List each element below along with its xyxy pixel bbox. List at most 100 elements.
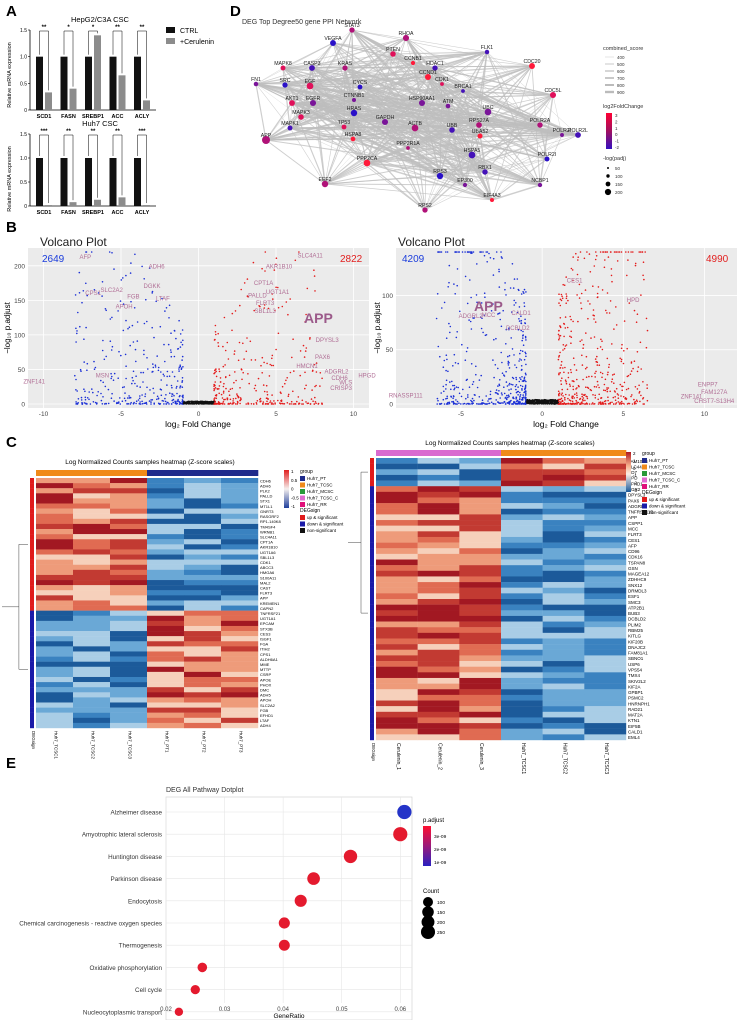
heatmap-cell: [459, 565, 502, 571]
heatmap-gene-label: VPS54: [628, 667, 643, 672]
volcano-point: [273, 400, 275, 402]
heatmap-cell: [110, 697, 148, 703]
volcano-point: [280, 400, 282, 402]
volcano-point: [143, 322, 146, 325]
volcano-point: [465, 397, 467, 400]
heatmap-cell: [584, 683, 627, 690]
heatmap-cell: [110, 585, 148, 591]
volcano-gene-label: ENPP7: [698, 383, 718, 389]
heatmap-cell: [584, 531, 627, 538]
heatmap-cell: [36, 574, 74, 581]
heatmap-cell: [584, 474, 627, 481]
network-edge: [439, 158, 548, 177]
network-node-label: CCND1: [419, 70, 437, 76]
volcano-point: [306, 402, 309, 405]
volcano-point: [269, 401, 271, 404]
volcano-point: [177, 398, 179, 401]
heatmap-cell: [584, 632, 627, 639]
network-edge: [343, 126, 368, 164]
panel-c-heatmaps: Log Normalized Counts samples heatmap (Z…: [2, 440, 686, 774]
volcano-point: [445, 388, 447, 390]
heatmap-gene-label: UGT1A1: [260, 616, 276, 621]
volcano-point: [527, 401, 530, 403]
volcano-point: [224, 376, 227, 379]
volcano-point: [77, 402, 79, 404]
volcano-point: [130, 262, 132, 264]
volcano-gene-label: PAX6: [315, 355, 331, 361]
network-legend-fc-title: log2FoldChange: [603, 104, 643, 110]
heatmap-cell: [459, 593, 502, 600]
volcano-point: [508, 382, 511, 385]
network-edge: [552, 94, 563, 136]
heatmap-gene-label: STX3B: [260, 626, 273, 631]
volcano-point: [576, 273, 579, 276]
volcano-point: [138, 402, 141, 405]
heatmap-cell: [542, 689, 585, 696]
volcano-point: [443, 301, 446, 304]
volcano-point: [601, 372, 604, 375]
network-edge: [539, 134, 563, 186]
network-edge: [324, 102, 423, 185]
heatmap-cell: [501, 632, 543, 639]
volcano-point: [492, 402, 495, 405]
volcano-point: [499, 379, 501, 381]
network-node-label: FLK1: [481, 45, 494, 51]
heatmap-gene-label: UGT1A6: [260, 550, 276, 555]
volcano-point: [144, 402, 147, 405]
volcano-point: [510, 388, 512, 390]
volcano-point: [492, 257, 495, 260]
volcano-point: [150, 399, 152, 401]
volcano-point: [181, 395, 184, 398]
heatmap-cell: [147, 641, 185, 647]
volcano-point: [236, 393, 238, 395]
volcano-point: [501, 402, 503, 404]
volcano-point: [497, 367, 499, 370]
heatmap-cell: [73, 651, 111, 657]
volcano-point: [83, 402, 86, 404]
volcano-point: [599, 346, 602, 348]
network-node: [560, 133, 564, 137]
heatmap-cell: [221, 697, 259, 703]
heatmap-cell: [73, 707, 111, 713]
heatmap-cell: [73, 580, 111, 586]
volcano-point: [471, 397, 474, 400]
volcano-point: [594, 372, 596, 375]
volcano-point: [611, 374, 614, 376]
volcano-point: [222, 401, 225, 403]
heatmap-cell: [417, 599, 460, 605]
volcano-point: [124, 353, 127, 356]
volcano-point: [142, 381, 144, 383]
volcano-point: [558, 302, 560, 304]
volcano-gene-label: DGKK: [143, 284, 160, 290]
volcano-point: [176, 380, 179, 382]
heatmap-cell: [147, 646, 185, 652]
volcano-point: [515, 391, 518, 394]
network-node: [537, 122, 543, 128]
volcano-point: [522, 337, 524, 339]
heatmap-cell: [147, 488, 185, 494]
network-node: [418, 99, 426, 107]
volcano-point: [559, 325, 561, 327]
volcano-point: [169, 392, 171, 395]
volcano-point: [457, 362, 460, 365]
heatmap-cell: [542, 508, 585, 515]
network-edge: [487, 111, 563, 136]
volcano-point: [214, 381, 216, 383]
heatmap-degsign-cell: [370, 458, 374, 464]
heatmap-gene-label: WRNB1: [260, 529, 275, 534]
network-legend-fc-value: 3: [615, 113, 618, 118]
volcano-point: [565, 276, 567, 278]
network-edge: [255, 83, 267, 141]
network-node-label: CDC20: [523, 59, 540, 65]
network-node-label: MAPK3: [292, 110, 310, 116]
volcano-point: [275, 348, 277, 351]
barchart-category-label: ACC: [112, 210, 124, 216]
volcano-point: [453, 384, 456, 387]
volcano-point: [109, 340, 112, 343]
volcano-point: [489, 257, 492, 259]
heatmap-cell: [376, 463, 418, 470]
volcano-point: [152, 363, 154, 365]
heatmap-degsign-cell: [30, 590, 34, 596]
volcano-point: [201, 403, 203, 405]
volcano-point: [512, 384, 514, 386]
